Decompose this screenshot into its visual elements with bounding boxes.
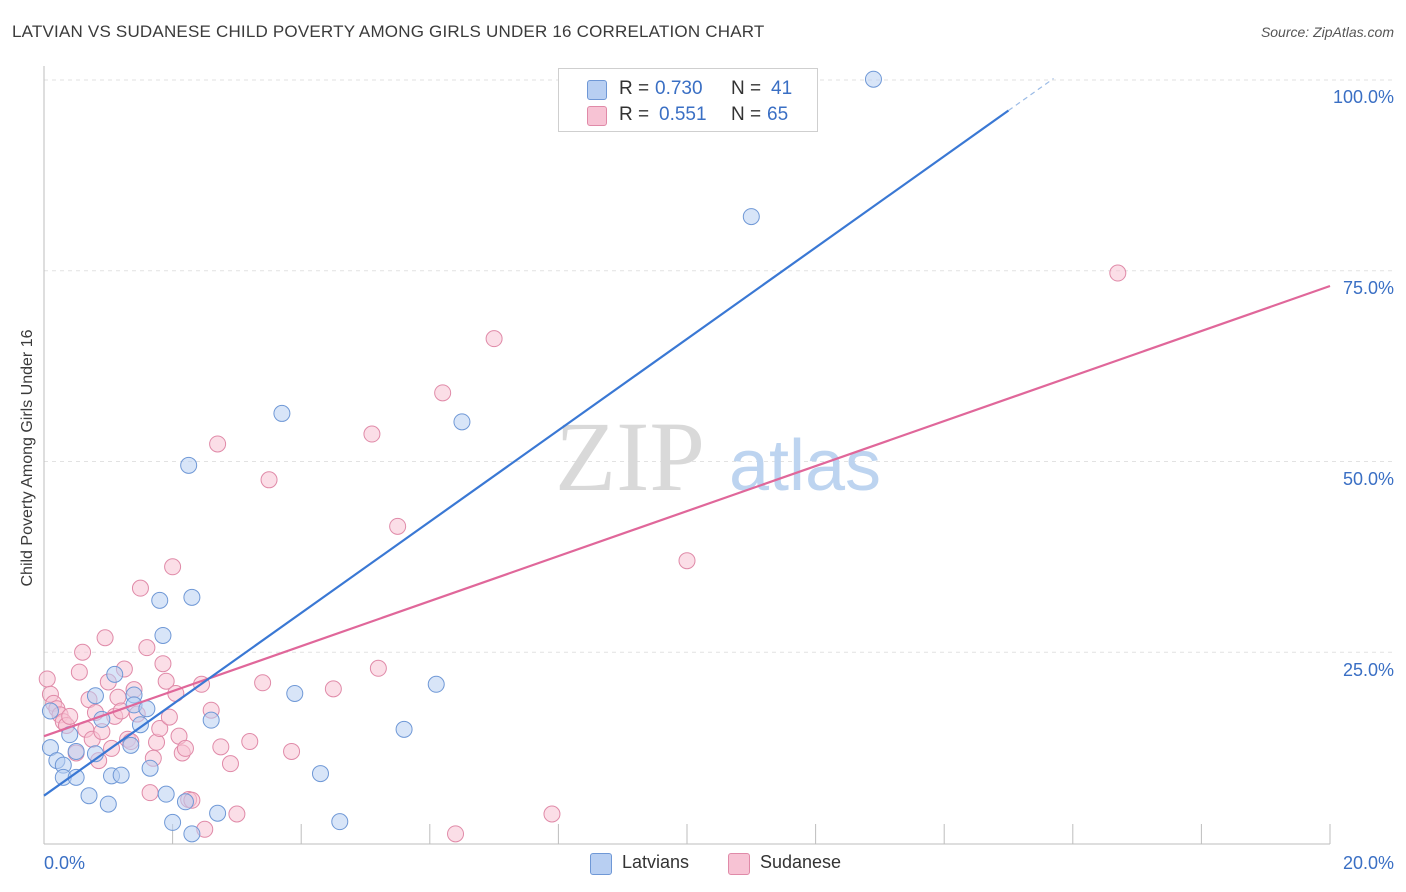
y-tick-100: 100.0% <box>1332 87 1394 107</box>
watermark: ZIP atlas <box>555 401 881 512</box>
sudanese-point <box>543 805 561 823</box>
latvians-trend-line <box>43 109 1010 797</box>
sudanese-point <box>176 739 194 757</box>
y-tick-25: 25.0% <box>1342 660 1394 680</box>
latvians-point <box>154 626 172 644</box>
sudanese-point <box>141 784 159 802</box>
sudanese-point <box>260 471 278 489</box>
sudanese-trend-line <box>43 284 1331 738</box>
sudanese-point <box>254 674 272 692</box>
latvians-point <box>427 675 445 693</box>
latvians-point <box>122 736 140 754</box>
latvians-point <box>106 665 124 683</box>
latvians-point <box>86 687 104 705</box>
latvians-point <box>151 591 169 609</box>
sudanese-r-value: 0.551 <box>659 104 707 125</box>
sudanese-point <box>324 680 342 698</box>
sudanese-point <box>434 384 452 402</box>
latvians-point <box>176 793 194 811</box>
sudanese-point <box>1109 264 1127 282</box>
sudanese-point <box>96 629 114 647</box>
latvians-point <box>311 765 329 783</box>
sudanese-point <box>363 425 381 443</box>
sudanese-r-label: R = <box>619 104 650 125</box>
latvians-point <box>209 804 227 822</box>
latvians-point <box>286 684 304 702</box>
trend-lines <box>43 78 1331 797</box>
latvians-r-value: 0.730 <box>655 78 703 99</box>
latvians-point <box>67 742 85 760</box>
y-tick-75: 75.0% <box>1342 278 1394 298</box>
watermark-atlas: atlas <box>729 426 881 506</box>
sudanese-point <box>157 672 175 690</box>
sudanese-point <box>389 517 407 535</box>
latvians-n-value: 41 <box>771 78 793 99</box>
latvians-point <box>183 825 201 843</box>
sudanese-swatch <box>587 106 607 126</box>
sudanese-point <box>70 663 88 681</box>
latvians-point <box>331 813 349 831</box>
latvians-point <box>395 720 413 738</box>
latvians-n-label: N = <box>731 78 762 99</box>
latvians-r-label: R = <box>619 78 650 99</box>
latvians-point <box>80 787 98 805</box>
sudanese-point <box>160 708 178 726</box>
grid-lines <box>44 79 1395 653</box>
latvians-point <box>453 413 471 431</box>
latvians-point <box>141 759 159 777</box>
x-tick-max: 20.0% <box>1342 853 1394 873</box>
latvians-point <box>864 70 882 88</box>
watermark-zip: ZIP <box>555 401 705 512</box>
sudanese-legend-swatch <box>728 853 750 875</box>
latvians-point <box>157 785 175 803</box>
latvians-point <box>164 813 182 831</box>
sudanese-n-label: N = <box>731 104 762 125</box>
latvians-trend-extension <box>1008 78 1054 112</box>
chart-title: LATVIAN VS SUDANESE CHILD POVERTY AMONG … <box>12 22 765 41</box>
sudanese-point <box>209 435 227 453</box>
sudanese-legend-label: Sudanese <box>760 852 842 872</box>
sudanese-point <box>154 655 172 673</box>
sudanese-point <box>164 558 182 576</box>
sudanese-point <box>138 639 156 657</box>
latvians-point <box>41 702 59 720</box>
latvians-point <box>273 404 291 422</box>
sudanese-n-value: 65 <box>767 104 789 125</box>
latvians-point <box>112 766 130 784</box>
sudanese-point <box>283 742 301 760</box>
sudanese-point <box>74 643 92 661</box>
source-credit: Source: ZipAtlas.com <box>1260 24 1394 40</box>
latvians-point <box>202 711 220 729</box>
sudanese-point <box>221 755 239 773</box>
sudanese-point <box>228 805 246 823</box>
sudanese-point <box>241 733 259 751</box>
sudanese-point <box>131 579 149 597</box>
sudanese-point <box>212 738 230 756</box>
sudanese-point <box>678 552 696 570</box>
latvians-swatch <box>587 80 607 100</box>
latvians-legend-swatch <box>590 853 612 875</box>
latvians-point <box>99 795 117 813</box>
latvians-point <box>742 208 760 226</box>
sudanese-point <box>369 659 387 677</box>
x-tick-min: 0.0% <box>44 853 86 873</box>
sudanese-point <box>61 707 79 725</box>
latvians-legend-label: Latvians <box>622 852 690 872</box>
sudanese-point <box>485 330 503 348</box>
y-tick-50: 50.0% <box>1342 469 1394 489</box>
sudanese-point <box>447 825 465 843</box>
sudanese-point <box>151 720 169 738</box>
correlation-legend: R = 0.730 N = 41 R = 0.551 N = 65 <box>558 68 818 132</box>
latvians-point <box>183 588 201 606</box>
latvians-point <box>180 456 198 474</box>
sudanese-point <box>38 670 56 688</box>
